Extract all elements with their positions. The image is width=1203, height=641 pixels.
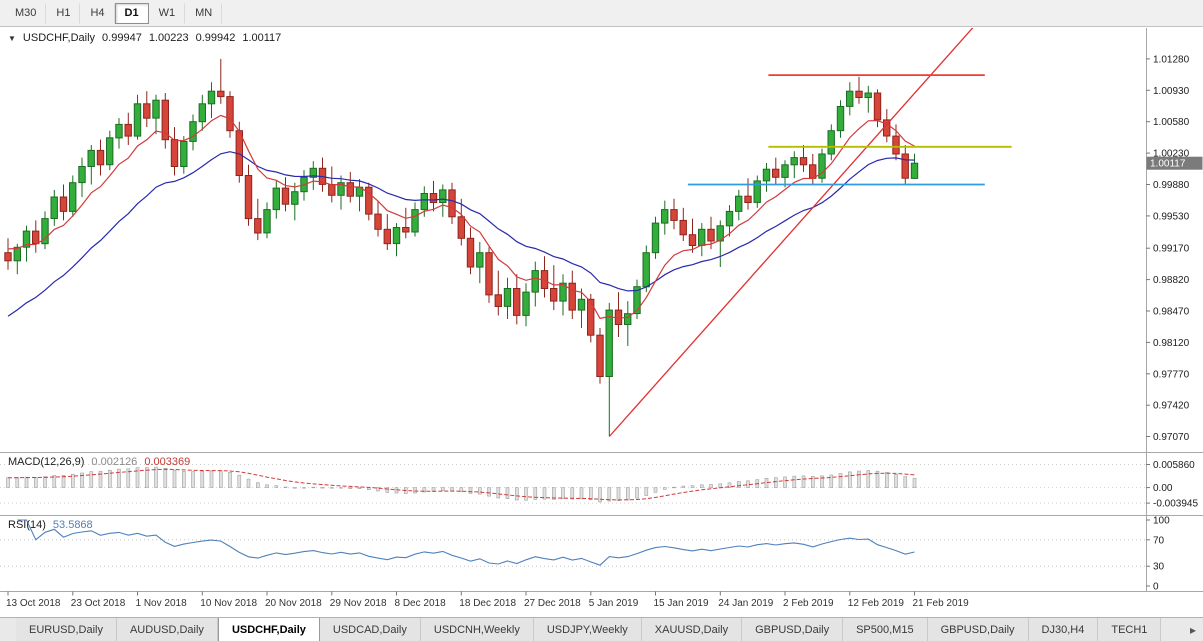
svg-text:8 Dec 2018: 8 Dec 2018 [395, 598, 447, 609]
svg-text:1.00230: 1.00230 [1153, 149, 1190, 160]
rsi-line [17, 519, 915, 566]
candles-series [4, 58, 919, 437]
current-price-marker: 1.00117 [1146, 156, 1203, 170]
svg-text:0.99530: 0.99530 [1153, 211, 1190, 222]
timeframe-button-d1[interactable]: D1 [114, 2, 149, 24]
svg-text:70: 70 [1153, 535, 1165, 546]
chart-objects[interactable] [608, 28, 1012, 437]
svg-text:30: 30 [1153, 562, 1165, 573]
svg-text:10 Nov 2018: 10 Nov 2018 [200, 598, 257, 609]
svg-text:100: 100 [1153, 516, 1170, 527]
macd-signal-line [8, 468, 915, 501]
svg-text:0.00: 0.00 [1153, 483, 1173, 494]
svg-text:0.98120: 0.98120 [1153, 338, 1190, 349]
svg-text:1.00580: 1.00580 [1153, 117, 1190, 128]
price-axis: 1.01280 1.00930 1.00580 1.00230 0.99880 0.995… [1146, 54, 1190, 443]
chart-tab-audusd-daily[interactable]: AUDUSD,Daily [116, 618, 218, 641]
svg-text:0.98820: 0.98820 [1153, 275, 1190, 286]
timeframe-button-m30[interactable]: M30 [5, 2, 47, 24]
candlestick-chart[interactable]: 1.01280 1.00930 1.00580 1.00230 0.99880 0.995… [0, 28, 1203, 617]
svg-text:18 Dec 2018: 18 Dec 2018 [459, 598, 516, 609]
svg-text:5 Jan 2019: 5 Jan 2019 [589, 598, 639, 609]
svg-text:1.01280: 1.01280 [1153, 54, 1190, 65]
svg-text:1 Nov 2018: 1 Nov 2018 [136, 598, 188, 609]
svg-text:0.99880: 0.99880 [1153, 180, 1190, 191]
chart-tab-usdcnh-weekly[interactable]: USDCNH,Weekly [420, 618, 534, 641]
svg-text:-0.003945: -0.003945 [1153, 499, 1198, 510]
svg-text:0.98470: 0.98470 [1153, 307, 1190, 318]
svg-text:0: 0 [1153, 582, 1159, 593]
svg-text:21 Feb 2019: 21 Feb 2019 [913, 598, 970, 609]
chart-tab-dj30-h4[interactable]: DJ30,H4 [1028, 618, 1099, 641]
chart-area: 1.01280 1.00930 1.00580 1.00230 0.99880 0.995… [0, 28, 1203, 617]
timeframe-button-mn[interactable]: MN [185, 2, 223, 24]
svg-text:0.97420: 0.97420 [1153, 401, 1190, 412]
svg-text:1.00930: 1.00930 [1153, 86, 1190, 97]
chart-tab-gbpusd-daily[interactable]: GBPUSD,Daily [927, 618, 1029, 641]
panel-borders [0, 28, 1203, 592]
timeframe-button-h4[interactable]: H4 [80, 2, 115, 24]
chart-tab-eurusd-daily[interactable]: EURUSD,Daily [16, 618, 117, 641]
chart-tab-usdchf-daily[interactable]: USDCHF,Daily [217, 618, 320, 641]
chart-tab-gbpusd-daily[interactable]: GBPUSD,Daily [742, 618, 844, 641]
date-axis: 13 Oct 2018 23 Oct 2018 1 Nov 2018 10 Nov 2… [6, 591, 970, 609]
timeframe-toolbar: M30 H1 H4 D1 W1 MN [0, 0, 1203, 27]
moving-averages [7, 114, 915, 320]
timeframe-button-w1[interactable]: W1 [149, 2, 186, 24]
rsi-axis: 100 70 30 0 [0, 516, 1170, 593]
svg-text:12 Feb 2019: 12 Feb 2019 [848, 598, 905, 609]
svg-text:2 Feb 2019: 2 Feb 2019 [783, 598, 834, 609]
chart-tabs: EURUSD,Daily AUDUSD,Daily USDCHF,Daily USDC… [0, 617, 1203, 641]
chart-tab-xauusd-daily[interactable]: XAUUSD,Daily [641, 618, 743, 641]
svg-text:0.005860: 0.005860 [1153, 460, 1195, 471]
svg-text:15 Jan 2019: 15 Jan 2019 [654, 598, 709, 609]
chart-tab-usdjpy-weekly[interactable]: USDJPY,Weekly [533, 618, 642, 641]
svg-text:27 Dec 2018: 27 Dec 2018 [524, 598, 581, 609]
svg-text:0.99170: 0.99170 [1153, 244, 1190, 255]
timeframe-button-h1[interactable]: H1 [46, 2, 81, 24]
svg-text:1.00117: 1.00117 [1150, 159, 1186, 170]
svg-text:20 Nov 2018: 20 Nov 2018 [265, 598, 322, 609]
svg-text:13 Oct 2018: 13 Oct 2018 [6, 598, 61, 609]
chart-tab-sp500-m15[interactable]: SP500,M15 [843, 618, 928, 641]
chart-tab-usdcad-daily[interactable]: USDCAD,Daily [319, 618, 421, 641]
svg-text:24 Jan 2019: 24 Jan 2019 [718, 598, 773, 609]
svg-text:0.97770: 0.97770 [1153, 369, 1190, 380]
trendline [608, 28, 974, 437]
svg-text:29 Nov 2018: 29 Nov 2018 [330, 598, 387, 609]
svg-text:0.97070: 0.97070 [1153, 432, 1190, 443]
tabs-overflow-arrow-icon[interactable]: ▸ [1189, 622, 1196, 637]
svg-text:23 Oct 2018: 23 Oct 2018 [71, 598, 126, 609]
chart-tab-tech1[interactable]: TECH1 [1098, 618, 1162, 641]
macd-histogram [6, 466, 917, 503]
